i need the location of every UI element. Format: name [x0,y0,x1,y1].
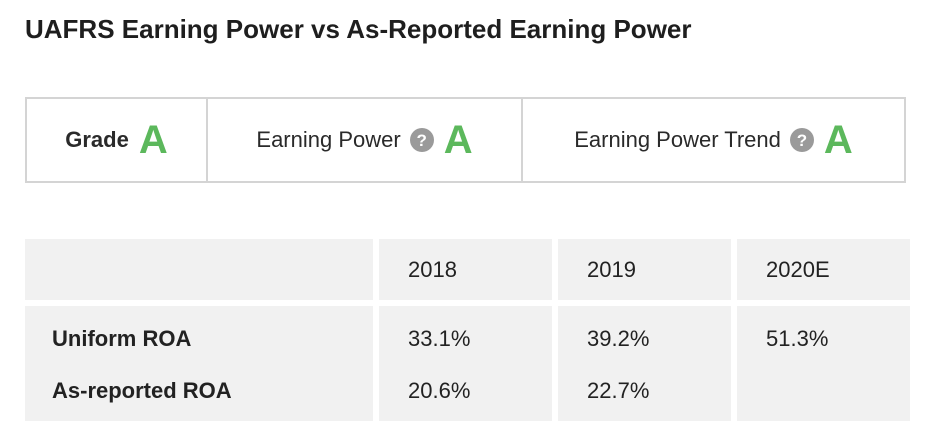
page-title: UAFRS Earning Power vs As-Reported Earni… [25,14,692,44]
table-header-cell [25,239,373,300]
row-label: As-reported ROA [25,366,373,421]
table-header-cell: 2019 [552,239,731,300]
table-header-cell: 2018 [373,239,552,300]
earning-power-trend-grade: A [823,118,853,162]
grade-label: Grade [65,127,129,152]
table-cell: 33.1% [373,300,552,366]
table-header-cell: 2020E [731,239,910,300]
table-cell: 20.6% [373,366,552,421]
roa-table: 2018 2019 2020E Uniform ROA 33.1% 39.2% … [25,239,910,421]
help-icon[interactable]: ? [789,128,814,152]
earning-power-cell: Earning Power ? A [208,99,523,181]
help-icon[interactable]: ? [409,128,434,152]
grade-panel: Grade A Earning Power ? A Earning Power … [25,97,906,183]
earning-power-trend-cell: Earning Power Trend ? A [523,99,904,181]
table-cell: 51.3% [731,300,910,366]
earning-power-label: Earning Power [256,127,401,152]
earning-power-grade: A [443,118,473,162]
grade-value: A [138,118,168,162]
row-label: Uniform ROA [25,300,373,366]
earning-power-trend-label: Earning Power Trend [574,127,781,152]
table-row: Uniform ROA 33.1% 39.2% 51.3% [25,300,910,366]
table-row: As-reported ROA 20.6% 22.7% [25,366,910,421]
table-cell [731,366,910,421]
table-cell: 22.7% [552,366,731,421]
grade-cell: Grade A [27,99,208,181]
table-header-row: 2018 2019 2020E [25,239,910,300]
table-cell: 39.2% [552,300,731,366]
